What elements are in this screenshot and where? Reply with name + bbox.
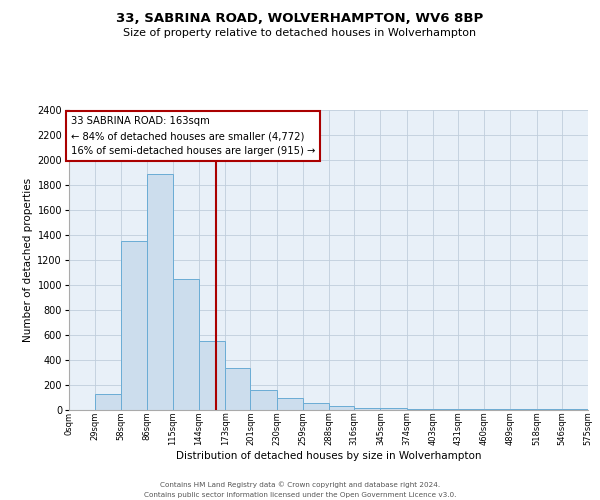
Text: Contains public sector information licensed under the Open Government Licence v3: Contains public sector information licen…: [144, 492, 456, 498]
Bar: [225, 368, 250, 410]
X-axis label: Distribution of detached houses by size in Wolverhampton: Distribution of detached houses by size …: [176, 451, 481, 461]
Bar: [329, 406, 354, 410]
Text: 33, SABRINA ROAD, WOLVERHAMPTON, WV6 8BP: 33, SABRINA ROAD, WOLVERHAMPTON, WV6 8BP: [116, 12, 484, 26]
Bar: [303, 402, 329, 410]
Bar: [173, 279, 199, 410]
Bar: [433, 409, 458, 410]
Bar: [121, 242, 146, 410]
Bar: [380, 408, 407, 410]
Text: Contains HM Land Registry data © Crown copyright and database right 2024.: Contains HM Land Registry data © Crown c…: [160, 481, 440, 488]
Bar: [562, 409, 588, 410]
Bar: [199, 341, 225, 410]
Text: 33 SABRINA ROAD: 163sqm
← 84% of detached houses are smaller (4,772)
16% of semi: 33 SABRINA ROAD: 163sqm ← 84% of detache…: [71, 116, 315, 156]
Bar: [277, 398, 303, 410]
Bar: [95, 394, 121, 410]
Y-axis label: Number of detached properties: Number of detached properties: [23, 178, 33, 342]
Bar: [407, 409, 433, 410]
Bar: [484, 409, 511, 410]
Bar: [250, 390, 277, 410]
Bar: [354, 408, 380, 410]
Bar: [146, 174, 173, 410]
Text: Size of property relative to detached houses in Wolverhampton: Size of property relative to detached ho…: [124, 28, 476, 38]
